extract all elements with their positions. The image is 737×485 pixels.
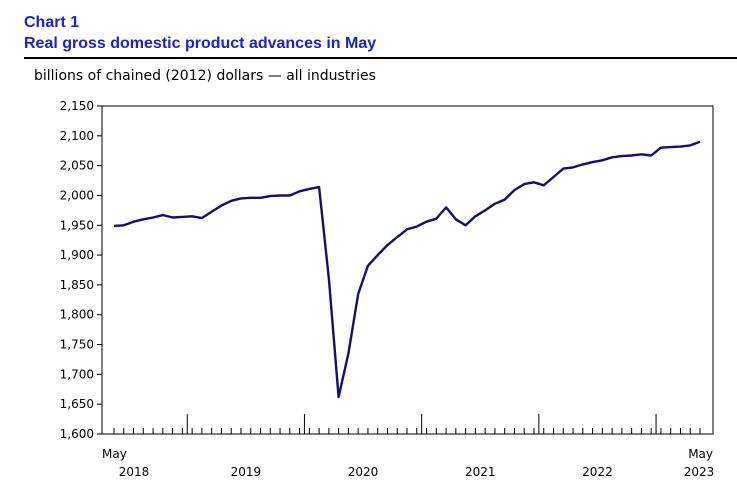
- y-tick-label: 1,850: [60, 278, 94, 292]
- y-tick-label: 1,700: [60, 367, 94, 381]
- y-tick-label: 1,600: [60, 427, 94, 441]
- x-start-month-label: May: [102, 447, 127, 461]
- y-tick-label: 1,900: [60, 248, 94, 262]
- y-tick-label: 2,000: [60, 188, 94, 202]
- y-tick-label: 2,100: [60, 129, 94, 143]
- x-end-month-label: May: [688, 447, 713, 461]
- chart-title: Real gross domestic product advances in …: [24, 35, 377, 52]
- x-year-label: 2023: [684, 465, 715, 479]
- x-year-label: 2020: [348, 465, 379, 479]
- title-divider: [24, 57, 737, 59]
- y-axis-unit-label: billions of chained (2012) dollars — all…: [34, 68, 376, 84]
- y-tick-label: 1,800: [60, 308, 94, 322]
- chart-number-label: Chart 1: [24, 14, 80, 31]
- series-line: [113, 140, 701, 399]
- x-year-label: 2019: [231, 465, 262, 479]
- y-tick-label: 1,750: [60, 338, 94, 352]
- x-year-label: 2021: [465, 465, 496, 479]
- y-tick-label: 2,050: [60, 159, 94, 173]
- x-year-label: 2022: [582, 465, 613, 479]
- y-tick-label: 2,150: [60, 99, 94, 113]
- x-year-label: 2018: [119, 465, 150, 479]
- y-tick-label: 1,950: [60, 218, 94, 232]
- y-tick-label: 1,650: [60, 397, 94, 411]
